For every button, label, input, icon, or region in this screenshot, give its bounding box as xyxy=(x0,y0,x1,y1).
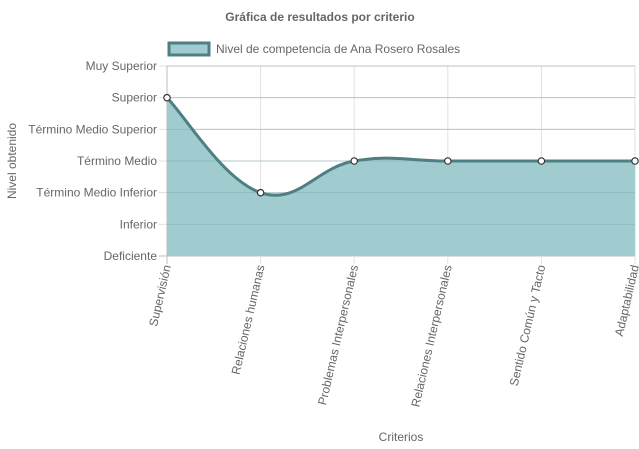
y-tick-label: Término Medio xyxy=(77,154,157,168)
x-axis-title: Criterios xyxy=(379,430,424,444)
x-tick-label: Adaptabilidad xyxy=(612,264,639,338)
legend-swatch[interactable] xyxy=(167,41,211,57)
y-tick-label: Término Medio Inferior xyxy=(36,186,157,200)
x-tick-label: Supervisión xyxy=(146,264,174,328)
series-line xyxy=(165,96,635,197)
data-point[interactable] xyxy=(256,188,265,197)
y-tick-label: Inferior xyxy=(120,217,157,231)
y-tick-label: Muy Superior xyxy=(86,59,157,73)
legend-label[interactable]: Nivel de competencia de Ana Rosero Rosal… xyxy=(216,42,460,56)
y-axis-ticks: Deficiente Inferior Término Medio Inferior… xyxy=(28,59,157,263)
x-axis-ticks: Supervisión Relaciones humanas Problemas I… xyxy=(146,263,639,408)
y-tick-label: Término Medio Superior xyxy=(28,122,157,136)
y-tick-label: Superior xyxy=(112,91,157,105)
legend[interactable]: Nivel de competencia de Ana Rosero Rosal… xyxy=(167,41,460,57)
data-point[interactable] xyxy=(631,157,639,165)
x-tick-label: Sentido Común y Tacto xyxy=(507,263,549,387)
data-points[interactable] xyxy=(163,93,639,197)
data-point[interactable] xyxy=(537,157,546,165)
y-tick-label: Deficiente xyxy=(104,249,158,263)
chart-title: Gráfica de resultados por criterio xyxy=(225,10,414,24)
data-point[interactable] xyxy=(350,157,359,165)
data-point[interactable] xyxy=(443,157,452,165)
x-tick-label: Relaciones humanas xyxy=(229,264,268,376)
y-axis-title: Nivel obtenido xyxy=(5,123,19,199)
area-series xyxy=(165,65,635,257)
data-point[interactable] xyxy=(163,93,171,102)
area-fill xyxy=(167,97,635,257)
x-tick-label: Relaciones Interpersonales xyxy=(408,264,454,409)
x-tick-label: Problemas Interpersonales xyxy=(315,264,361,407)
